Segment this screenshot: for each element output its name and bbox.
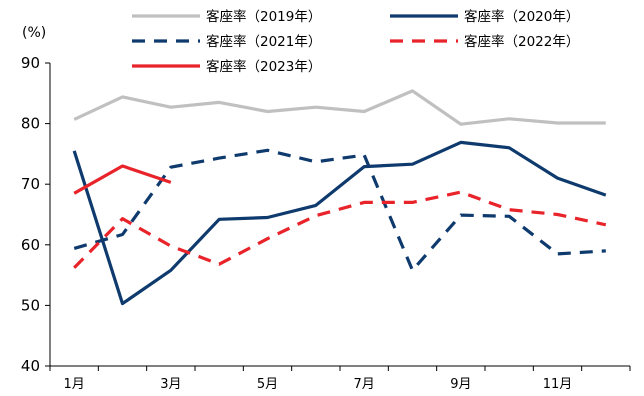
x-tick-label: 5月: [257, 377, 278, 392]
series-line-2019: [73, 89, 606, 126]
y-tick-label: 90: [21, 54, 40, 72]
legend-label-2019: 客座率（2019年）: [206, 8, 321, 25]
y-tick-label: 70: [21, 175, 40, 193]
series-line-2022: [73, 190, 607, 269]
y-tick-label: 80: [21, 115, 40, 133]
x-tick-label: 11月: [543, 377, 573, 392]
series-line-2023: [73, 164, 172, 195]
legend-label-2021: 客座率（2021年）: [206, 33, 321, 50]
series-group: [72, 89, 607, 306]
legend-label-2023: 客座率（2023年）: [206, 58, 321, 75]
series-line-2020: [72, 140, 607, 306]
x-axis: 1月 3月 5月 7月 9月 11月: [49, 365, 631, 392]
y-tick-label: 40: [21, 357, 40, 375]
y-tick-label: 50: [21, 296, 40, 314]
legend: 客座率（2019年） 客座率（2020年） 客座率（2021年） 客座率（2022年）…: [132, 8, 579, 75]
x-tick-label: 3月: [160, 377, 181, 392]
y-axis: 40 50 60 70 80 90: [21, 54, 51, 375]
unit-label: (%): [22, 25, 46, 41]
x-tick-label: 9月: [450, 377, 471, 392]
y-tick-label: 60: [21, 236, 40, 254]
legend-label-2022: 客座率（2022年）: [464, 33, 579, 50]
x-tick-label: 1月: [64, 377, 85, 392]
legend-label-2020: 客座率（2020年）: [464, 8, 579, 25]
x-tick-label: 7月: [354, 377, 375, 392]
